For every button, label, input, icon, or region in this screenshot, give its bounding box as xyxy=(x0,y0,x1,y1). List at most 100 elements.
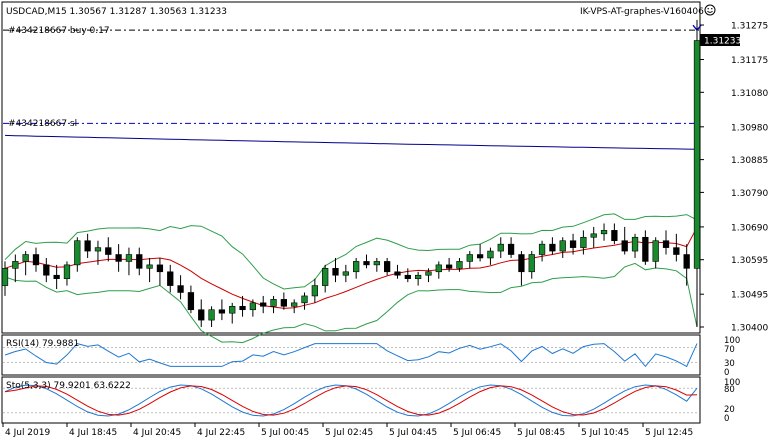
rsi-level-70: 70 xyxy=(724,345,735,355)
bull-candle xyxy=(456,261,463,269)
stoch-level-20: 20 xyxy=(724,405,735,415)
bull-candle xyxy=(559,240,566,252)
bull-candle xyxy=(208,309,215,321)
price-label: 1.30690 xyxy=(731,223,768,233)
bear-candle xyxy=(549,243,556,252)
price-label: 1.30980 xyxy=(731,123,768,133)
bear-candle xyxy=(280,299,288,307)
price-axis: 1.31275 1.31175 1.31080 1.30980 1.30885 1.307… xyxy=(700,22,768,334)
bear-candle xyxy=(177,285,184,293)
bull-candle xyxy=(373,261,380,266)
time-label: 5 Jul 02:45 xyxy=(325,428,373,438)
bull-candle xyxy=(74,240,81,266)
sl-order-label: #434218667 sl xyxy=(8,119,77,129)
rsi-level-0: 0 xyxy=(724,368,729,378)
main-price-panel[interactable] xyxy=(1,1,701,334)
rsi-level-30: 30 xyxy=(724,359,735,369)
bear-candle xyxy=(156,264,164,273)
time-axis: 4 Jul 2019 4 Jul 18:45 4 Jul 20:45 4 Jul 22… xyxy=(2,423,693,438)
bull-candle xyxy=(538,243,546,255)
bull-candle xyxy=(301,295,308,304)
bear-candle xyxy=(332,268,339,276)
bull-candle xyxy=(291,302,298,307)
bear-candle xyxy=(115,254,122,262)
rsi-line xyxy=(3,343,699,368)
bull-candle xyxy=(693,40,701,269)
bull-candle xyxy=(229,305,236,314)
account-label: IK-VPS-AT-graphes-V160406 xyxy=(580,7,704,17)
bull-candle xyxy=(487,250,494,259)
stoch-label: Sto(5,3,3) 79.9201 63.6222 xyxy=(6,381,131,391)
bear-candle xyxy=(32,254,40,266)
rsi-panel[interactable] xyxy=(1,334,701,376)
bear-candle xyxy=(445,264,453,269)
bull-candle xyxy=(12,261,19,269)
bollinger-bands xyxy=(4,213,698,344)
bear-candle xyxy=(218,309,226,314)
rsi-level-100: 100 xyxy=(724,336,740,346)
bear-candle xyxy=(673,247,680,255)
bear-candle xyxy=(642,236,649,262)
bull-candle xyxy=(528,254,535,273)
time-label: 4 Jul 18:45 xyxy=(69,428,117,438)
bear-candle xyxy=(507,243,515,255)
time-label: 5 Jul 08:45 xyxy=(517,428,565,438)
price-label: 1.30885 xyxy=(731,156,768,166)
bull-candle xyxy=(311,285,318,297)
time-label: 5 Jul 12:45 xyxy=(645,428,693,438)
lower-band xyxy=(4,262,698,344)
upper-band xyxy=(4,213,698,290)
bull-candle xyxy=(600,230,608,235)
time-label: 5 Jul 10:45 xyxy=(581,428,629,438)
rsi-label: RSI(14) 79.9881 xyxy=(6,339,79,349)
bear-candle xyxy=(136,254,143,269)
bull-candle xyxy=(94,247,102,252)
bull-candle xyxy=(652,240,659,262)
bull-candle xyxy=(125,254,133,262)
bear-candle xyxy=(621,240,628,252)
price-label: 1.30595 xyxy=(731,256,768,266)
bear-candle xyxy=(198,309,205,321)
smiley-icon xyxy=(704,4,716,16)
bull-candle xyxy=(425,271,432,276)
bull-candle xyxy=(63,264,71,279)
stoch-signal-line xyxy=(4,385,698,416)
bear-candle xyxy=(43,264,50,276)
time-label: 5 Jul 00:45 xyxy=(261,428,309,438)
bull-candle xyxy=(353,261,360,273)
bear-candle xyxy=(53,274,60,279)
bull-candle xyxy=(631,236,639,252)
long-ma-line xyxy=(4,134,698,150)
bear-candle xyxy=(105,247,112,255)
time-label: 5 Jul 04:45 xyxy=(389,428,437,438)
bear-candle xyxy=(569,240,577,248)
bull-candle xyxy=(249,302,257,311)
bull-candle xyxy=(580,236,587,248)
price-label: 1.31275 xyxy=(731,22,768,32)
price-label: 1.31080 xyxy=(731,89,768,99)
bear-candle xyxy=(662,240,670,248)
bear-candle xyxy=(394,271,401,276)
price-label: 1.30790 xyxy=(731,189,768,199)
time-label: 4 Jul 20:45 xyxy=(133,428,181,438)
stochastic-lines xyxy=(3,384,699,417)
long-moving-average xyxy=(4,134,698,150)
bull-candle xyxy=(414,274,422,279)
svg-text:1.31233: 1.31233 xyxy=(704,37,741,47)
bear-candle xyxy=(260,302,267,307)
time-label: 4 Jul 2019 xyxy=(5,428,50,438)
current-price-tag: 1.31233 xyxy=(700,34,741,47)
bull-candle xyxy=(466,254,473,262)
bear-candle xyxy=(384,261,391,273)
bull-candle xyxy=(435,264,442,273)
price-label: 1.31175 xyxy=(731,56,768,66)
price-label: 1.30400 xyxy=(731,324,768,334)
bull-candle xyxy=(322,268,329,286)
buy-order-label: #434218667 buy 0.17 xyxy=(8,26,110,36)
rsi-polyline xyxy=(4,343,698,368)
bull-candle xyxy=(146,264,153,269)
bear-candle xyxy=(611,230,618,242)
bear-candle xyxy=(239,305,246,311)
bear-candle xyxy=(476,254,484,259)
